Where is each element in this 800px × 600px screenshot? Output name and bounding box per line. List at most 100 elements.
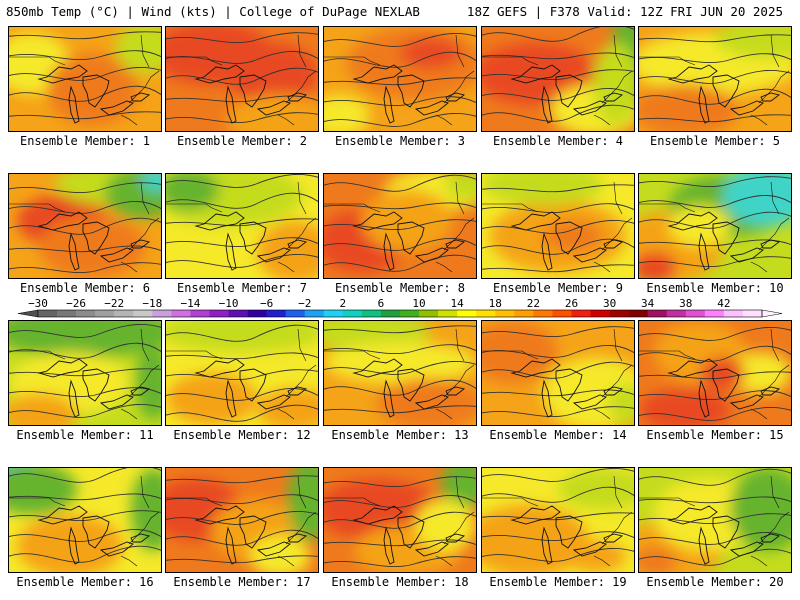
great-lakes-outline	[639, 34, 790, 126]
colorbar-swatch	[171, 310, 191, 317]
colorbar-tick-label: 38	[679, 298, 692, 310]
colorbar-tick-label: 30	[603, 298, 616, 310]
temperature-anomaly-region	[226, 42, 318, 105]
height-contours	[482, 184, 634, 273]
colorbar-swatch	[190, 310, 210, 317]
colorbar-swatch	[742, 310, 763, 317]
ensemble-member-label: Ensemble Member: 12	[173, 428, 311, 442]
great-lakes-outline	[324, 475, 475, 567]
colorbar-tick-label: −10	[219, 298, 239, 310]
colorbar-swatch	[609, 310, 629, 317]
height-contours	[166, 174, 318, 268]
colorbar-swatch	[380, 310, 401, 317]
colorbar-tick-label: 18	[489, 298, 502, 310]
ensemble-map-panel	[8, 26, 162, 132]
great-lakes-outline	[482, 475, 633, 567]
temperature-map	[324, 174, 476, 278]
height-contours	[324, 476, 476, 568]
ensemble-member-label: Ensemble Member: 7	[176, 281, 308, 295]
colorbar-tick-label: −18	[142, 298, 162, 310]
temperature-map	[482, 27, 634, 131]
temperature-anomaly-region	[565, 540, 627, 572]
temperature-anomaly-region	[362, 189, 454, 252]
header-title: 850mb Temp (°C) | Wind (kts) | College o…	[6, 4, 420, 19]
colorbar-tick-label: 34	[641, 298, 655, 310]
temperature-map	[324, 321, 476, 425]
colorbar-tick-label: −22	[104, 298, 124, 310]
ensemble-map-panel	[165, 467, 319, 573]
colorbar-tick-label: 42	[717, 298, 730, 310]
height-contours	[482, 27, 634, 122]
temperature-anomaly-region	[257, 388, 318, 425]
ensemble-map-panel	[8, 320, 162, 426]
colorbar-swatch	[400, 310, 420, 317]
great-lakes-outline	[639, 181, 790, 273]
great-lakes-outline	[482, 34, 633, 126]
ensemble-member-label: Ensemble Member: 18	[331, 575, 469, 589]
colorbar-swatch	[361, 310, 382, 317]
colorbar-swatch	[152, 310, 172, 317]
temperature-anomaly-region	[482, 321, 558, 384]
colorbar-swatch	[571, 310, 591, 317]
colorbar-swatch	[666, 310, 687, 317]
colorbar-swatch	[323, 310, 344, 317]
header-run-info: 18Z GEFS | F378 Valid: 12Z FRI JUN 20 20…	[466, 4, 783, 19]
temperature-anomaly-region	[166, 321, 318, 353]
height-contours	[166, 475, 318, 564]
ensemble-member-label: Ensemble Member: 3	[334, 134, 466, 148]
colorbar-swatch	[457, 310, 477, 317]
height-contours	[9, 468, 161, 563]
colorbar-swatch	[95, 310, 115, 317]
colorbar-swatch	[304, 310, 325, 317]
height-contours	[9, 31, 161, 120]
colorbar-swatch	[342, 310, 363, 317]
temperature-map	[166, 468, 318, 572]
colorbar-swatch	[228, 310, 248, 317]
ensemble-member-label: Ensemble Member: 11	[16, 428, 154, 442]
ensemble-map-panel	[165, 26, 319, 132]
ensemble-member-label: Ensemble Member: 4	[492, 134, 624, 148]
ensemble-member-label: Ensemble Member: 6	[19, 281, 151, 295]
temperature-map	[9, 174, 161, 278]
ensemble-map-panel	[8, 173, 162, 279]
height-contours	[9, 323, 161, 418]
temperature-map	[639, 174, 791, 278]
colorbar-swatch	[723, 310, 744, 317]
ensemble-member-label: Ensemble Member: 1	[19, 134, 151, 148]
ensemble-map-panel	[165, 320, 319, 426]
great-lakes-outline	[639, 475, 790, 567]
colorbar-swatch	[247, 310, 267, 317]
colorbar-swatch	[685, 310, 706, 317]
temperature-anomaly-region	[445, 174, 476, 200]
temperature-map	[482, 468, 634, 572]
ensemble-map-panel	[481, 173, 635, 279]
ensemble-member-label: Ensemble Member: 14	[489, 428, 627, 442]
temperature-map	[9, 468, 161, 572]
height-contours	[166, 324, 318, 422]
colorbar-tick-label: 2	[340, 298, 347, 310]
temperature-anomaly-region	[39, 215, 146, 278]
temperature-map	[324, 468, 476, 572]
height-contours	[639, 34, 791, 123]
great-lakes-outline	[166, 475, 317, 567]
temperature-anomaly-region	[542, 220, 604, 252]
ensemble-member-label: Ensemble Member: 15	[646, 428, 784, 442]
temperature-anomaly-region	[699, 357, 746, 389]
temperature-anomaly-region	[639, 546, 677, 572]
colorbar-swatch	[38, 310, 58, 317]
temperature-anomaly-region	[722, 174, 791, 226]
temperature-anomaly-region	[9, 321, 161, 358]
temperature-map	[9, 321, 161, 425]
ensemble-map-panel	[323, 173, 477, 279]
colorbar-swatch	[57, 310, 77, 317]
colorbar-swatch	[533, 310, 553, 317]
temperature-anomaly-region	[324, 94, 370, 131]
ensemble-map-panel	[481, 467, 635, 573]
temperature-anomaly-region	[130, 468, 161, 552]
temperature-anomaly-region	[730, 468, 791, 552]
colorbar-swatch	[266, 310, 286, 317]
temperature-map	[166, 321, 318, 425]
ensemble-member-label: Ensemble Member: 17	[173, 575, 311, 589]
colorbar-swatch	[133, 310, 153, 317]
great-lakes-outline	[166, 34, 317, 126]
